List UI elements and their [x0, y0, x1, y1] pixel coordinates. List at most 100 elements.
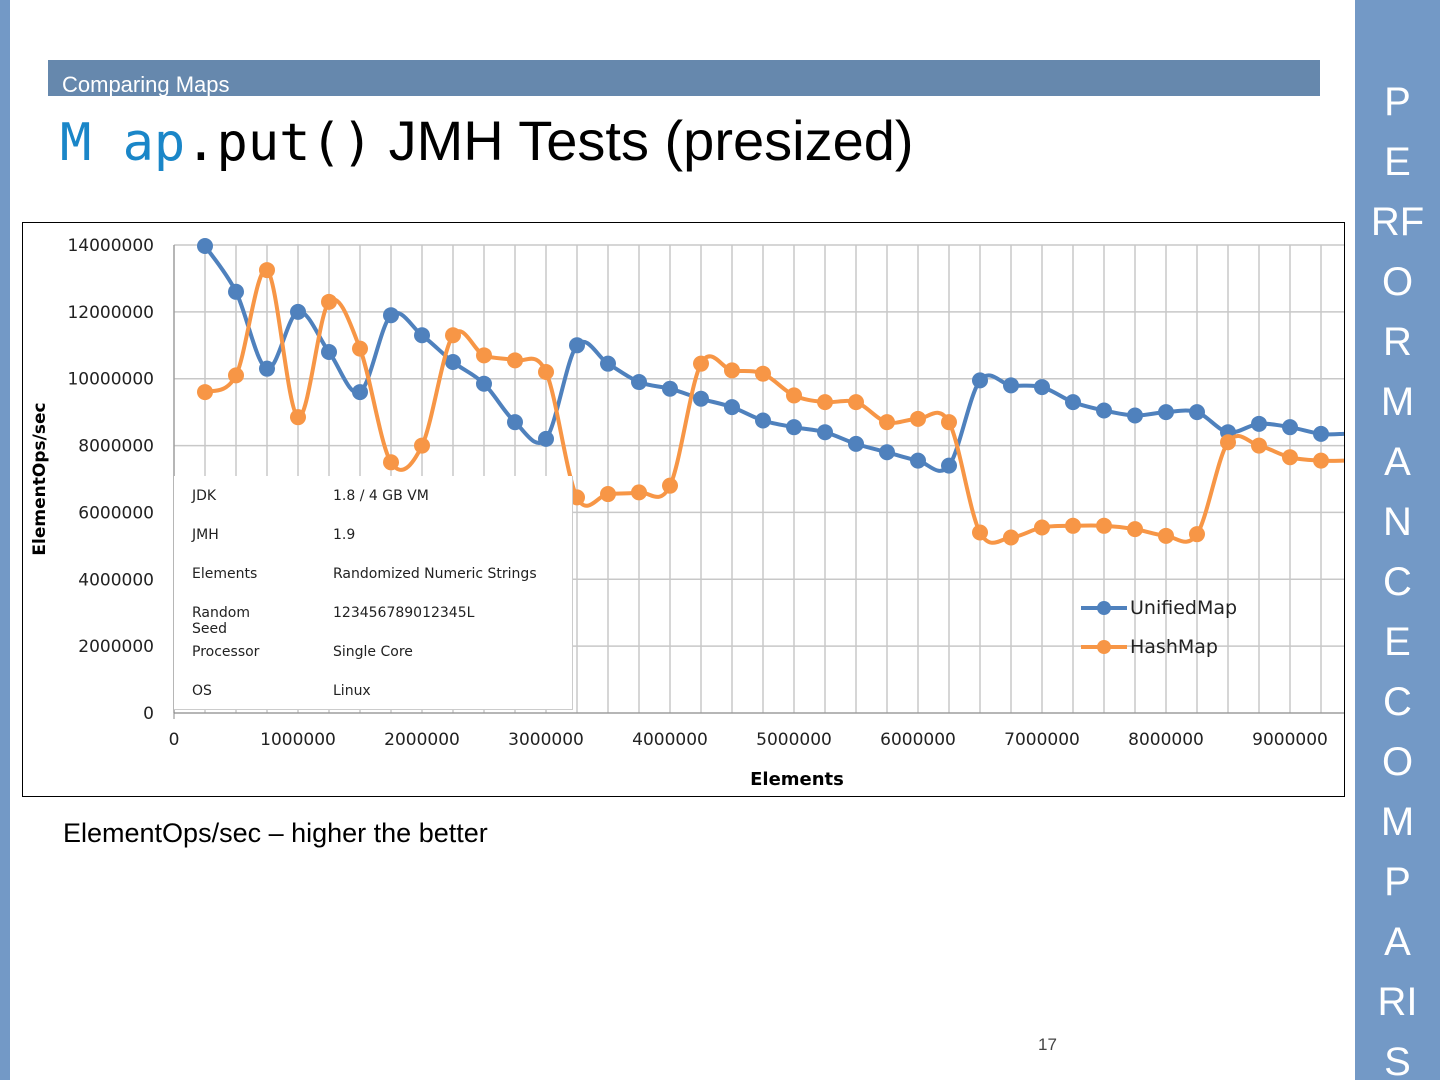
data-point-hashmap [786, 387, 802, 404]
legend-label: HashMap [1130, 636, 1218, 658]
data-point-hashmap [414, 437, 430, 454]
data-point-hashmap [693, 355, 709, 372]
info-key: Elements [192, 566, 258, 582]
side-banner-letter: P [1384, 80, 1411, 124]
data-point-unifiedmap [538, 430, 554, 447]
data-point-hashmap [290, 409, 306, 426]
legend-marker [1097, 601, 1111, 615]
x-tick-label: 8000000 [1128, 730, 1204, 750]
y-tick-label: 10000000 [67, 370, 154, 390]
x-tick-label: 6000000 [880, 730, 956, 750]
data-point-unifiedmap [1189, 404, 1205, 421]
data-point-unifiedmap [848, 435, 864, 452]
data-point-hashmap [972, 524, 988, 541]
x-tick-label: 0 [169, 730, 180, 750]
data-point-unifiedmap [1282, 419, 1298, 436]
data-point-unifiedmap [414, 327, 430, 344]
data-point-unifiedmap [290, 303, 306, 320]
y-tick-label: 0 [143, 704, 154, 724]
x-tick-label: 9000000 [1252, 730, 1328, 750]
data-point-hashmap [228, 367, 244, 384]
data-point-unifiedmap [972, 372, 988, 389]
data-point-hashmap [383, 454, 399, 471]
info-key: Random Seed [192, 605, 250, 637]
side-banner-letter: O [1381, 260, 1414, 304]
data-point-hashmap [538, 364, 554, 381]
data-point-unifiedmap [1313, 425, 1329, 442]
data-point-hashmap [817, 394, 833, 411]
y-tick-label: 14000000 [67, 236, 154, 256]
x-tick-label: 7000000 [1004, 730, 1080, 750]
info-value: 1.8 / 4 GB VM [333, 488, 429, 504]
data-point-unifiedmap [1096, 402, 1112, 419]
x-tick-label: 2000000 [384, 730, 460, 750]
data-point-unifiedmap [631, 374, 647, 391]
data-point-unifiedmap [321, 343, 337, 360]
x-tick-label: 3000000 [508, 730, 584, 750]
data-point-unifiedmap [569, 337, 585, 354]
section-header-bar: Comparing Maps [48, 60, 1320, 97]
data-point-hashmap [848, 394, 864, 411]
data-point-hashmap [1003, 529, 1019, 546]
data-point-unifiedmap [1034, 379, 1050, 396]
info-value: Single Core [333, 644, 413, 660]
data-point-unifiedmap [941, 457, 957, 474]
chart: 0 2000000 4000000 6000000 8000000 10000000 120… [22, 222, 1345, 797]
data-point-hashmap [1065, 517, 1081, 534]
data-point-unifiedmap [507, 414, 523, 431]
data-point-unifiedmap [879, 444, 895, 461]
data-point-unifiedmap [445, 354, 461, 370]
info-key: JDK [192, 488, 217, 504]
info-value: Randomized Numeric Strings [333, 566, 537, 582]
info-value: 1.9 [333, 527, 356, 543]
y-tick-label: 12000000 [67, 303, 154, 323]
side-banner-letter: N [1383, 500, 1412, 544]
series-line-unifiedmap [203, 244, 1345, 473]
caption: ElementOps/sec – higher the better [63, 818, 488, 848]
title-code-class: M ap [60, 113, 186, 173]
y-tick-label: 2000000 [78, 637, 154, 657]
side-banner-letter: O [1381, 740, 1414, 784]
data-point-hashmap [1251, 437, 1267, 454]
data-point-unifiedmap [755, 412, 771, 429]
y-tick-label: 4000000 [78, 570, 154, 590]
side-banner-letter: A [1384, 440, 1411, 484]
y-axis-title: ElementOps/sec [30, 402, 50, 555]
info-key: OS [192, 683, 212, 699]
page-number: 17 [1038, 1035, 1057, 1054]
data-point-hashmap [569, 489, 585, 506]
side-banner: P E RF O R M A N C E C O M P A RI S [1355, 0, 1440, 1084]
series-line-hashmap [204, 268, 1345, 545]
x-axis-title: Elements [750, 769, 844, 790]
data-point-hashmap [507, 352, 523, 369]
info-value: Linux [333, 683, 371, 699]
title-code-method: .put() [185, 113, 374, 173]
data-point-hashmap [724, 362, 740, 379]
y-tick-label: 8000000 [78, 437, 154, 457]
left-accent-strip [0, 0, 10, 1080]
data-point-hashmap [1282, 449, 1298, 466]
data-point-unifiedmap [662, 380, 678, 397]
data-point-hashmap [197, 384, 213, 401]
data-point-unifiedmap [724, 399, 740, 416]
data-point-unifiedmap [786, 419, 802, 436]
side-banner-letter: E [1384, 620, 1411, 664]
data-point-hashmap [1034, 519, 1050, 536]
data-point-hashmap [879, 414, 895, 431]
data-point-hashmap [1096, 517, 1112, 534]
side-banner-letter: RI [1377, 980, 1418, 1024]
data-point-unifiedmap [1003, 377, 1019, 394]
data-point-unifiedmap [600, 355, 616, 372]
data-point-hashmap [910, 410, 926, 427]
legend-marker [1097, 640, 1111, 654]
y-tick-label: 6000000 [78, 503, 154, 523]
side-banner-letter: A [1384, 920, 1411, 964]
legend-label: UnifiedMap [1130, 597, 1237, 619]
x-tick-label: 5000000 [756, 730, 832, 750]
side-banner-letter: E [1384, 140, 1411, 184]
data-point-hashmap [1189, 526, 1205, 543]
side-banner-letter: RF [1370, 200, 1425, 244]
data-point-hashmap [476, 347, 492, 364]
data-point-hashmap [352, 340, 368, 357]
data-point-hashmap [321, 293, 337, 310]
